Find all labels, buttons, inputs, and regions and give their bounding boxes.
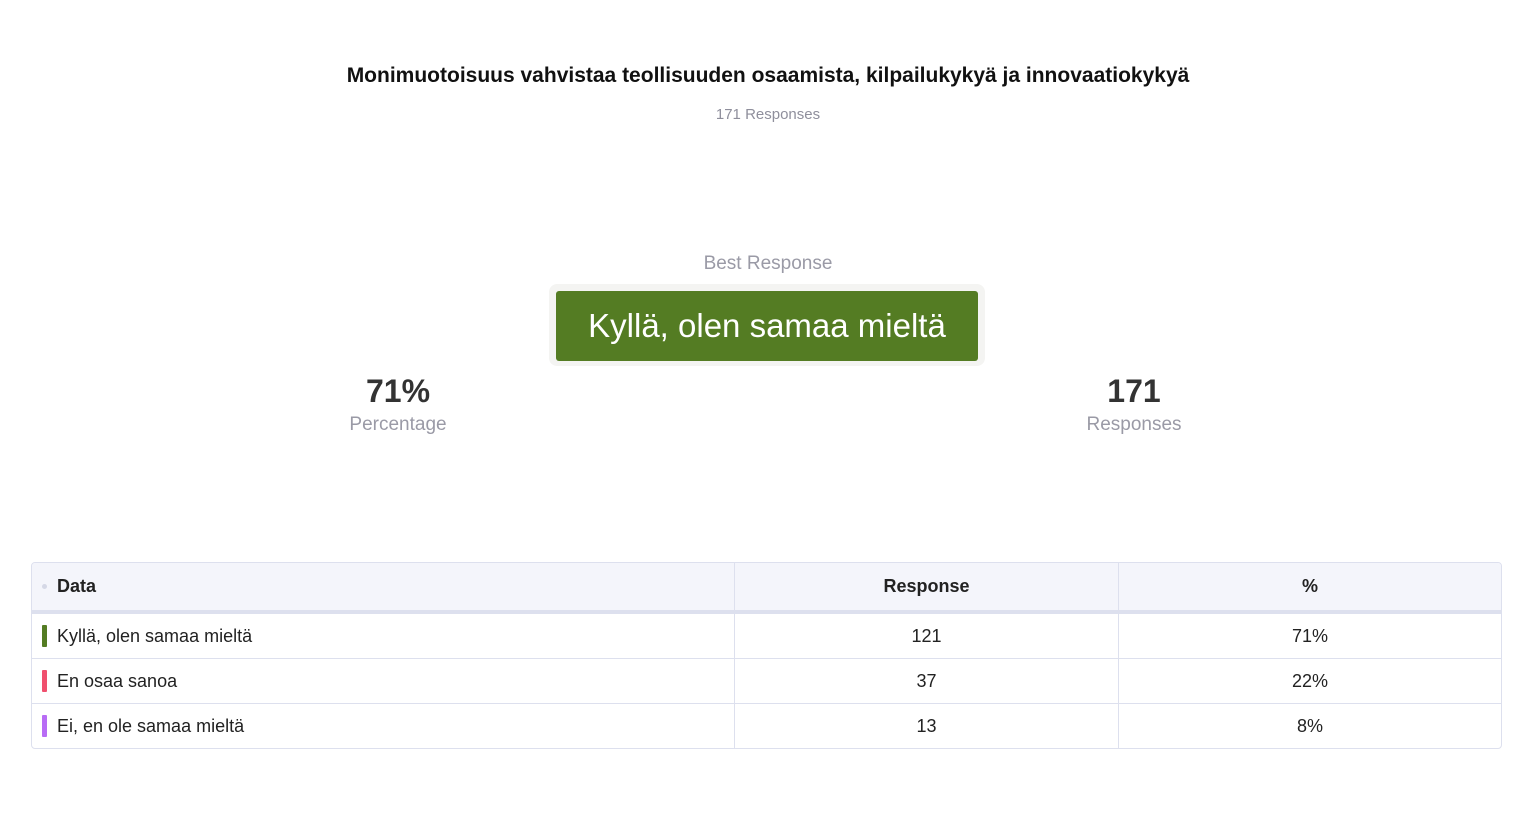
row-percent: 71% [1291,625,1329,646]
percentage-label: Percentage [349,414,447,435]
results-table: Data Response % Kyllä, olen samaa mieltä… [31,562,1502,749]
table-row: Kyllä, olen samaa mieltä 121 71% [32,613,1501,658]
responses-stat: 171 Responses [1004,372,1264,436]
responses-label: Responses [1086,414,1182,435]
row-label-cell: En osaa sanoa [32,659,735,703]
response-count-subtitle: 171 Responses [715,106,821,123]
header-percent[interactable]: % [1301,576,1318,596]
question-title: Monimuotoisuus vahvistaa teollisuuden os… [346,64,1190,87]
row-label: Ei, en ole samaa mieltä [57,715,245,736]
table-row: Ei, en ole samaa mieltä 13 8% [32,703,1501,748]
row-response: 121 [735,614,1119,658]
best-response-card: Kyllä, olen samaa mieltä [549,284,985,366]
table-row: En osaa sanoa 37 22% [32,658,1501,703]
color-bar-icon [42,715,47,737]
color-bar-icon [42,670,47,692]
row-label: En osaa sanoa [57,670,178,691]
header-data[interactable]: Data [32,563,735,610]
percentage-stat: 71% Percentage [268,372,528,436]
best-response-label: Best Response [703,253,833,274]
row-label-cell: Ei, en ole samaa mieltä [32,704,735,748]
row-percent: 22% [1291,670,1329,691]
header-data-label: Data [57,576,97,596]
percentage-value: 71% [365,373,431,409]
row-label: Kyllä, olen samaa mieltä [57,625,253,646]
row-response: 37 [735,659,1119,703]
color-bar-icon [42,625,47,647]
best-response-value: Kyllä, olen samaa mieltä [556,291,978,361]
row-label-cell: Kyllä, olen samaa mieltä [32,614,735,658]
row-response: 13 [735,704,1119,748]
responses-value: 171 [1107,373,1161,409]
row-percent: 8% [1296,715,1323,736]
sort-dot-icon [42,584,47,589]
header-response[interactable]: Response [735,563,1119,610]
table-header-row: Data Response % [32,563,1501,613]
